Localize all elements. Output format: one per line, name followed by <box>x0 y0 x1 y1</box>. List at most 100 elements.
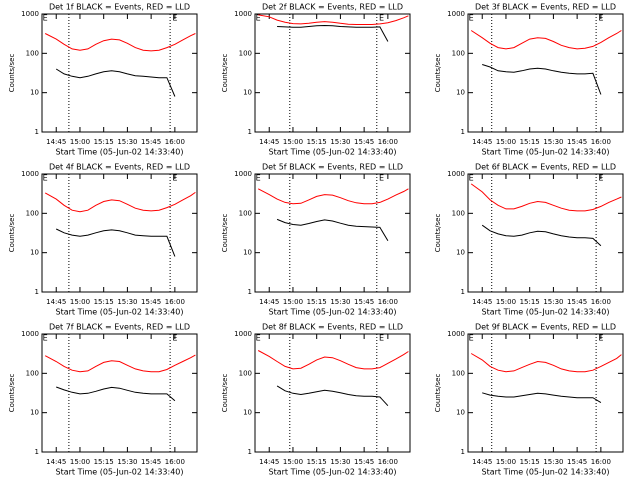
x-tick-label: 15:45 <box>141 458 161 466</box>
y-axis-label: Counts/sec <box>221 374 229 413</box>
x-tick-label: 15:30 <box>543 458 563 466</box>
series-line <box>276 385 389 407</box>
x-tick-label: 15:30 <box>330 458 350 466</box>
x-tick-label: 15:45 <box>567 298 587 306</box>
event-marker: E <box>43 334 48 343</box>
series-line <box>55 228 176 257</box>
x-tick-label: 15:30 <box>330 138 350 146</box>
y-tick-label: 10 <box>456 409 465 417</box>
plot-frame <box>467 13 624 133</box>
series-line <box>257 350 409 370</box>
series-line <box>56 386 176 402</box>
y-tick-label: 10 <box>243 249 252 257</box>
x-tick-label: 15:45 <box>354 298 374 306</box>
x-tick-label: 15:30 <box>330 298 350 306</box>
x-axis-label: Start Time (05-Jun-02 14:33:40) <box>482 148 610 157</box>
chart-title: Det 2f BLACK = Events, RED = LLD <box>262 3 403 12</box>
chart-title: Det 5f BLACK = Events, RED = LLD <box>262 163 403 172</box>
event-marker: E <box>598 14 603 23</box>
x-tick-label: 15:00 <box>283 138 303 146</box>
event-marker: E <box>256 334 261 343</box>
series-line <box>470 30 622 50</box>
chart-title: Det 3f BLACK = Events, RED = LLD <box>475 3 616 12</box>
x-axis-label: Start Time (05-Jun-02 14:33:40) <box>56 308 184 317</box>
series-line <box>44 33 196 52</box>
series-line <box>276 218 389 242</box>
event-marker: E <box>469 14 474 23</box>
y-axis-label: Counts/sec <box>8 374 16 413</box>
x-tick-label: 16:00 <box>378 458 398 466</box>
y-tick-label: 10 <box>243 409 252 417</box>
event-marker: E <box>469 334 474 343</box>
x-tick-label: 15:00 <box>496 138 516 146</box>
y-axis-label: Counts/sec <box>8 214 16 253</box>
x-tick-label: 15:15 <box>307 298 327 306</box>
y-tick-label: 100 <box>239 209 252 217</box>
x-tick-label: 15:00 <box>70 138 90 146</box>
y-tick-label: 1000 <box>234 170 252 178</box>
event-marker: E <box>469 174 474 183</box>
x-tick-label: 15:45 <box>354 458 374 466</box>
series-line <box>55 68 176 97</box>
x-tick-label: 15:30 <box>117 458 137 466</box>
x-tick-label: 15:15 <box>520 138 540 146</box>
event-marker: E <box>598 334 603 343</box>
x-axis-label: Start Time (05-Jun-02 14:33:40) <box>56 468 184 477</box>
y-tick-label: 100 <box>26 369 39 377</box>
plot-frame <box>254 13 411 133</box>
chart-title: Det 4f BLACK = Events, RED = LLD <box>49 163 190 172</box>
y-tick-label: 1000 <box>447 170 465 178</box>
x-tick-label: 15:00 <box>496 298 516 306</box>
x-tick-label: 14:45 <box>46 458 66 466</box>
x-tick-label: 15:15 <box>307 138 327 146</box>
y-tick-label: 1000 <box>21 170 39 178</box>
y-axis-label: Counts/sec <box>8 54 16 93</box>
y-tick-label: 1 <box>248 128 252 136</box>
x-tick-label: 16:00 <box>165 458 185 466</box>
event-marker: E <box>43 174 48 183</box>
series-line <box>470 183 622 212</box>
x-tick-label: 15:45 <box>567 458 587 466</box>
y-tick-label: 1000 <box>21 10 39 18</box>
y-tick-label: 1000 <box>234 10 252 18</box>
chart-title: Det 9f BLACK = Events, RED = LLD <box>475 323 616 332</box>
series-line <box>257 188 409 205</box>
x-tick-label: 14:45 <box>259 298 279 306</box>
y-tick-label: 1000 <box>234 330 252 338</box>
x-tick-label: 15:00 <box>70 458 90 466</box>
series-line <box>44 354 196 373</box>
x-tick-label: 15:15 <box>520 458 540 466</box>
x-axis-label: Start Time (05-Jun-02 14:33:40) <box>269 468 397 477</box>
y-axis-label: Counts/sec <box>434 54 442 93</box>
x-tick-label: 15:15 <box>520 298 540 306</box>
plot-frame <box>254 333 411 453</box>
x-tick-label: 15:00 <box>496 458 516 466</box>
event-marker: E <box>598 174 603 183</box>
series-line <box>482 392 602 404</box>
x-tick-label: 14:45 <box>259 458 279 466</box>
plot-frame <box>41 173 198 293</box>
series-line <box>258 14 409 25</box>
event-marker: E <box>379 174 384 183</box>
x-axis-label: Start Time (05-Jun-02 14:33:40) <box>269 308 397 317</box>
y-tick-label: 100 <box>452 209 465 217</box>
y-tick-label: 1000 <box>447 330 465 338</box>
x-axis-label: Start Time (05-Jun-02 14:33:40) <box>482 308 610 317</box>
y-tick-label: 10 <box>30 89 39 97</box>
y-tick-label: 1 <box>35 288 39 296</box>
y-tick-label: 1 <box>248 288 252 296</box>
x-tick-label: 16:00 <box>591 458 611 466</box>
y-tick-label: 1000 <box>447 10 465 18</box>
plot-frame <box>467 333 624 453</box>
y-tick-label: 1 <box>35 448 39 456</box>
event-marker: E <box>172 174 177 183</box>
y-tick-label: 10 <box>30 409 39 417</box>
series-line <box>482 64 602 95</box>
y-tick-label: 1 <box>461 288 465 296</box>
y-tick-label: 100 <box>452 49 465 57</box>
y-axis-label: Counts/sec <box>434 374 442 413</box>
event-marker: E <box>256 14 261 23</box>
y-tick-label: 1000 <box>21 330 39 338</box>
event-marker: E <box>172 334 177 343</box>
